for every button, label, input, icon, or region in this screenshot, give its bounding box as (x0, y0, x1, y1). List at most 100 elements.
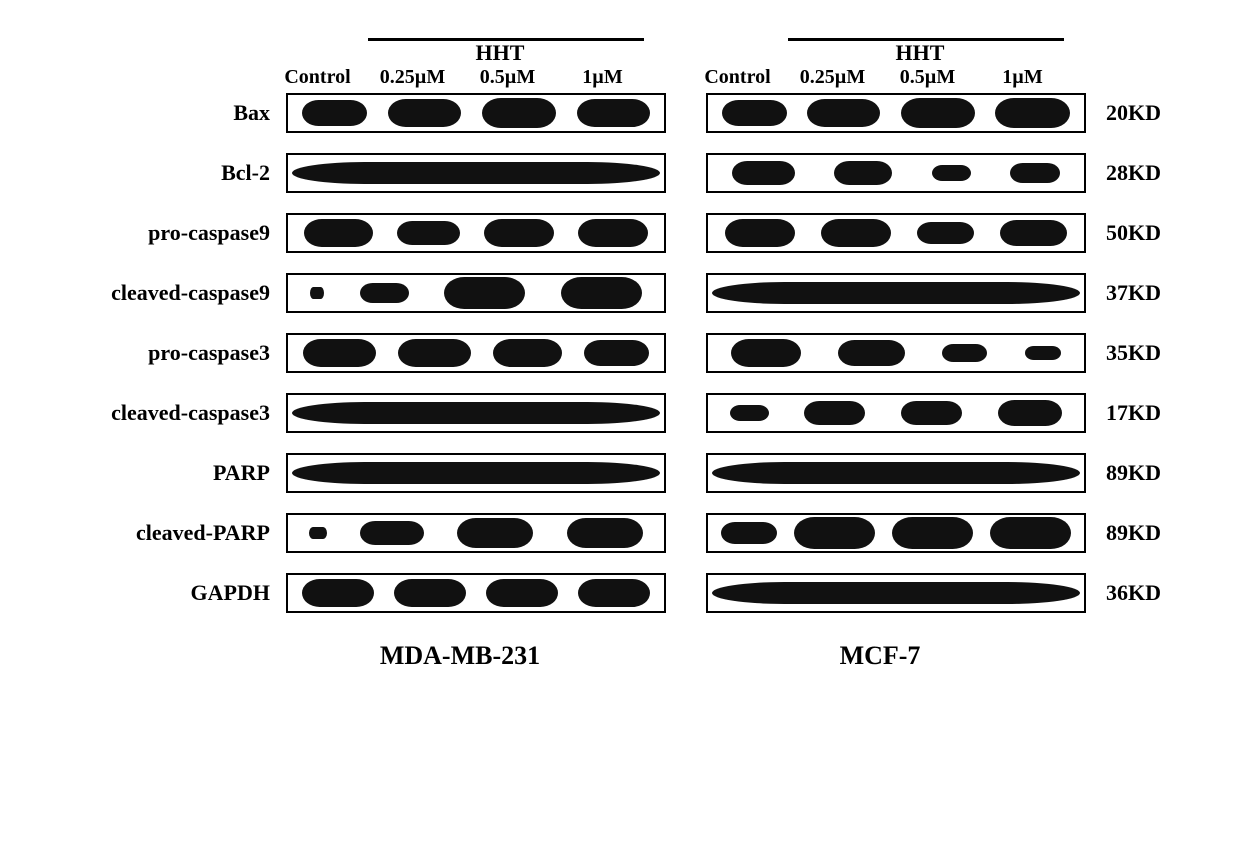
blot-row: pro-caspase335KD (40, 333, 1200, 373)
protein-label: pro-caspase3 (40, 340, 286, 366)
blot-strip (286, 213, 666, 253)
blot-row: pro-caspase950KD (40, 213, 1200, 253)
band (309, 527, 327, 540)
lane-label: 0.25µM (365, 66, 460, 89)
lane-labels-2: Control 0.25µM 0.5µM 1µM (690, 66, 1070, 89)
header-row: HHT Control 0.25µM 0.5µM 1µM HHT Control… (40, 40, 1200, 89)
molecular-weight-label: 36KD (1086, 580, 1226, 606)
blot-strip (286, 93, 666, 133)
hht-group-2: HHT (690, 40, 1070, 66)
band (917, 222, 974, 244)
blot-strip (706, 573, 1086, 613)
band (821, 219, 891, 247)
blot-strip (286, 453, 666, 493)
blot-strip (706, 393, 1086, 433)
band (725, 219, 795, 247)
band-continuous (292, 402, 660, 424)
blot-row: cleaved-PARP89KD (40, 513, 1200, 553)
blot-strip (706, 273, 1086, 313)
panel-header-2: HHT Control 0.25µM 0.5µM 1µM (690, 40, 1070, 89)
blot-strip (706, 513, 1086, 553)
blot-row: Bax20KD (40, 93, 1200, 133)
cell-line-2: MCF-7 (690, 641, 1070, 671)
molecular-weight-label: 17KD (1086, 400, 1226, 426)
band (444, 277, 525, 309)
band (394, 579, 467, 608)
band (486, 579, 559, 608)
blot-strip (286, 513, 666, 553)
footer-spacer-left (40, 641, 270, 671)
lane-labels-1: Control 0.25µM 0.5µM 1µM (270, 66, 650, 89)
protein-label: pro-caspase9 (40, 220, 286, 246)
band (932, 165, 971, 180)
band (567, 518, 643, 548)
band (397, 221, 460, 246)
blot-strip (706, 453, 1086, 493)
blot-strip (286, 273, 666, 313)
band (892, 517, 973, 549)
band (578, 219, 648, 247)
band (388, 99, 461, 128)
blot-strip (706, 153, 1086, 193)
band (360, 521, 423, 546)
band (722, 100, 787, 126)
band (360, 283, 409, 302)
band (482, 98, 556, 127)
protein-label: cleaved-PARP (40, 520, 286, 546)
protein-label: Bax (40, 100, 286, 126)
blot-row: PARP89KD (40, 453, 1200, 493)
blot-strip (706, 93, 1086, 133)
molecular-weight-label: 37KD (1086, 280, 1226, 306)
band-continuous (712, 462, 1080, 484)
protein-label: Bcl-2 (40, 160, 286, 186)
blot-strip (706, 213, 1086, 253)
molecular-weight-label: 28KD (1086, 160, 1226, 186)
protein-label: cleaved-caspase3 (40, 400, 286, 426)
band (990, 517, 1071, 549)
cell-line-1: MDA-MB-231 (270, 641, 650, 671)
band (310, 287, 325, 300)
hht-group-1: HHT (270, 40, 650, 66)
band (732, 161, 795, 186)
blot-rows: Bax20KD Bcl-228KD pro-caspase950KD cleaved-… (40, 93, 1200, 633)
lane-label: 0.5µM (880, 66, 975, 89)
hht-label-2: HHT (896, 40, 945, 66)
band (838, 340, 904, 366)
band (578, 579, 651, 608)
band (577, 99, 650, 128)
band-continuous (292, 162, 660, 184)
blot-row: Bcl-228KD (40, 153, 1200, 193)
protein-label: GAPDH (40, 580, 286, 606)
molecular-weight-label: 89KD (1086, 460, 1226, 486)
lane-label: 1µM (555, 66, 650, 89)
band (807, 99, 880, 128)
blot-row: GAPDH36KD (40, 573, 1200, 613)
protein-label: cleaved-caspase9 (40, 280, 286, 306)
band (794, 517, 875, 549)
band (1010, 163, 1060, 183)
band (561, 277, 642, 309)
molecular-weight-label: 89KD (1086, 520, 1226, 546)
band (730, 405, 769, 420)
band (302, 100, 367, 126)
footer-spacer-right (1070, 641, 1190, 671)
band (901, 98, 975, 127)
footer-row: MDA-MB-231 MCF-7 (40, 641, 1200, 671)
band (995, 98, 1069, 127)
band (834, 161, 892, 184)
band (398, 339, 471, 368)
lane-label: Control (270, 66, 365, 89)
band (303, 339, 376, 368)
band (804, 401, 866, 425)
blot-row: cleaved-caspase937KD (40, 273, 1200, 313)
band (457, 518, 533, 548)
band (998, 400, 1063, 426)
molecular-weight-label: 20KD (1086, 100, 1226, 126)
blot-strip (286, 573, 666, 613)
band (1025, 346, 1061, 360)
band (1000, 220, 1066, 246)
blot-strip (706, 333, 1086, 373)
hht-label-1: HHT (476, 40, 525, 66)
molecular-weight-label: 50KD (1086, 220, 1226, 246)
band (721, 522, 778, 544)
